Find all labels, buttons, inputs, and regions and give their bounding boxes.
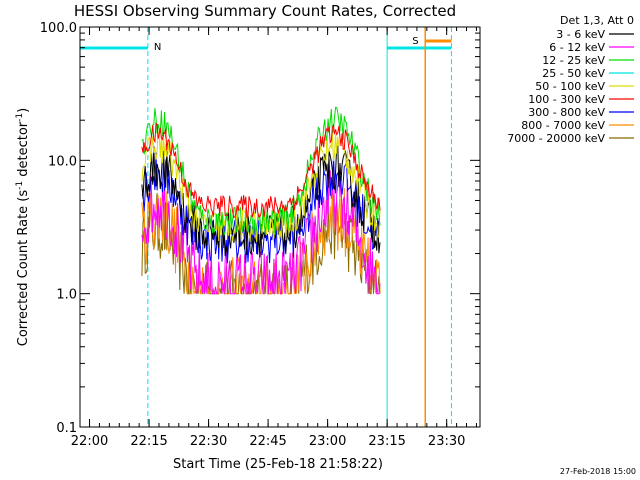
legend-header: Det 1,3, Att 0 — [560, 14, 634, 27]
x-tick-label: 22:45 — [249, 434, 286, 449]
legend-entry-label: 25 - 50 keV — [542, 67, 605, 80]
x-axis-label: Start Time (25-Feb-18 21:58:22) — [173, 457, 383, 472]
legend-entry-label: 12 - 25 keV — [542, 54, 605, 67]
series-line — [141, 168, 381, 295]
legend-entry-label: 6 - 12 keV — [549, 41, 605, 54]
series-line — [141, 122, 381, 219]
plot-frame — [79, 26, 481, 428]
footer-date: 27-Feb-2018 15:00 — [560, 467, 636, 476]
x-tick-label: 22:15 — [130, 434, 167, 449]
x-tick-label: 23:30 — [428, 434, 465, 449]
legend-entry-label: 800 - 7000 keV — [521, 119, 605, 132]
y-tick-label: 10.0 — [48, 154, 77, 169]
legend-entry-label: 3 - 6 keV — [556, 28, 605, 41]
series-line — [141, 145, 381, 258]
x-tick-label: 22:00 — [71, 434, 108, 449]
y-axis-label-sup2: -1 — [15, 113, 25, 122]
x-tick-label: 22:30 — [190, 434, 227, 449]
y-tick-label: 0.1 — [56, 421, 77, 436]
y-tick-label: 1.0 — [56, 288, 77, 303]
x-tick-label: 23:15 — [368, 434, 405, 449]
plot-area: NS — [79, 27, 452, 427]
legend-entry-label: 300 - 800 keV — [528, 106, 605, 119]
y-axis-label-sup1: -1 — [15, 181, 25, 190]
night-label: N — [154, 42, 161, 53]
y-tick-label: 100.0 — [40, 21, 77, 36]
y-axis-label-end: ) — [16, 108, 31, 113]
axes: 22:00 22:15 22:30 22:45 23:00 23:15 23:30 100.0… — [40, 21, 480, 449]
legend-entry-label: 7000 - 20000 keV — [507, 132, 605, 145]
y-axis-label-main: Corrected Count Rate (s — [16, 190, 31, 347]
chart-title: HESSI Observing Summary Count Rates, Cor… — [74, 2, 456, 20]
legend-entry-label: 50 - 100 keV — [535, 80, 605, 93]
y-axis-label-mid: detector — [16, 121, 31, 181]
y-axis-label: Corrected Count Rate (s-1 detector-1) — [15, 108, 31, 346]
x-tick-label: 23:00 — [309, 434, 346, 449]
saa-label: S — [412, 36, 418, 47]
legend-entry-label: 100 - 300 keV — [528, 93, 605, 106]
